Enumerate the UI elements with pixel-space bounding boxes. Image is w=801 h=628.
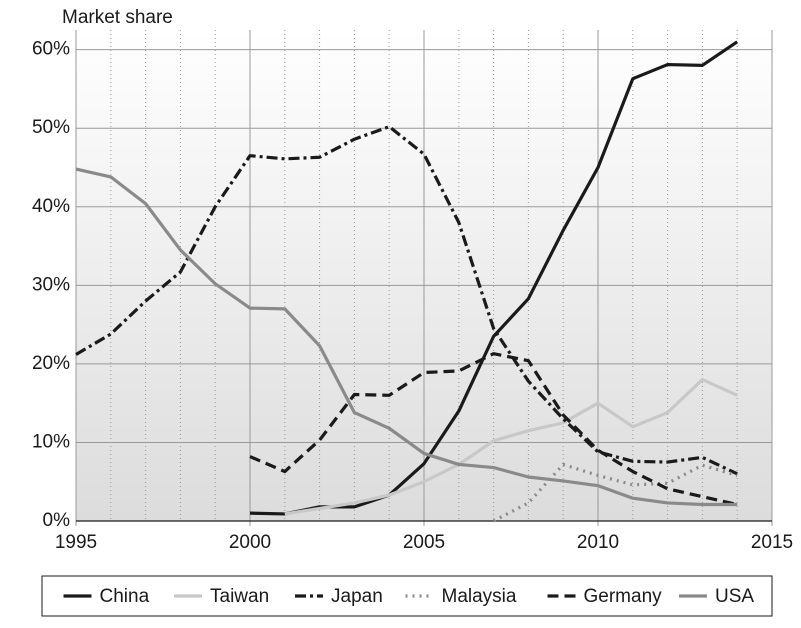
legend-label: USA — [715, 586, 754, 607]
y-axis-label: Market share — [62, 7, 173, 28]
y-tick-label: 50% — [32, 117, 70, 138]
series-line — [284, 377, 738, 516]
series-line — [75, 167, 738, 507]
x-tick-label: 2010 — [577, 532, 619, 553]
x-tick-label: 1995 — [55, 532, 97, 553]
y-tick-label: 0% — [43, 510, 71, 531]
y-tick-label: 30% — [32, 274, 70, 295]
y-tick-label: 40% — [32, 196, 70, 217]
x-tick-label: 2005 — [403, 532, 445, 553]
series-line — [249, 352, 738, 507]
x-tick-label: 2015 — [751, 532, 793, 553]
y-tick-label: 20% — [32, 353, 70, 374]
series-line — [492, 462, 738, 523]
series-line — [75, 125, 738, 476]
legend-label: Taiwan — [210, 586, 269, 607]
legend-label: Japan — [331, 586, 383, 607]
y-tick-label: 10% — [32, 431, 70, 452]
y-tick-label: 60% — [32, 39, 70, 60]
x-tick-label: 2000 — [229, 532, 271, 553]
legend-label: Germany — [584, 586, 663, 607]
legend-label: Malaysia — [442, 586, 517, 607]
legend-label: China — [100, 586, 150, 607]
